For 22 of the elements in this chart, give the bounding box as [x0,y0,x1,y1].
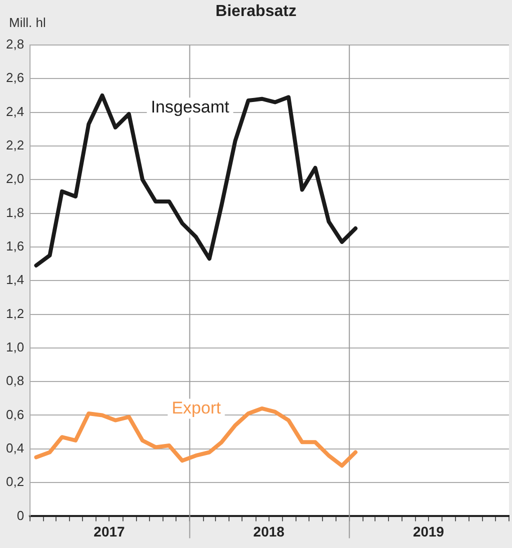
y-tick-label: 0 [16,508,24,523]
y-tick-label: 2,8 [6,36,24,52]
x-tick-label: 2019 [412,523,444,540]
y-tick-label: 1,0 [6,339,24,354]
y-tick-label: 1,8 [6,204,24,220]
series-label: Export [172,398,222,418]
y-tick-label: 1,2 [6,306,24,321]
y-tick-label: 1,6 [6,238,24,254]
y-tick-label: 2,6 [6,70,24,86]
x-tick-label: 2017 [94,523,126,540]
y-tick-label: 2,0 [6,171,24,186]
y-axis-title: Mill. hl [9,15,46,30]
chart-title: Bierabsatz [216,3,296,20]
y-tick-label: 1,4 [6,272,24,288]
y-tick-label: 0,8 [6,373,24,388]
y-tick-label: 0,6 [6,406,24,422]
y-tick-label: 2,2 [6,138,24,153]
x-tick-label: 2018 [253,523,285,540]
y-tick-label: 0,2 [6,474,24,490]
series-label: Insgesamt [150,97,230,116]
y-tick-label: 2,4 [6,104,24,119]
y-tick-label: 0,4 [6,440,24,456]
